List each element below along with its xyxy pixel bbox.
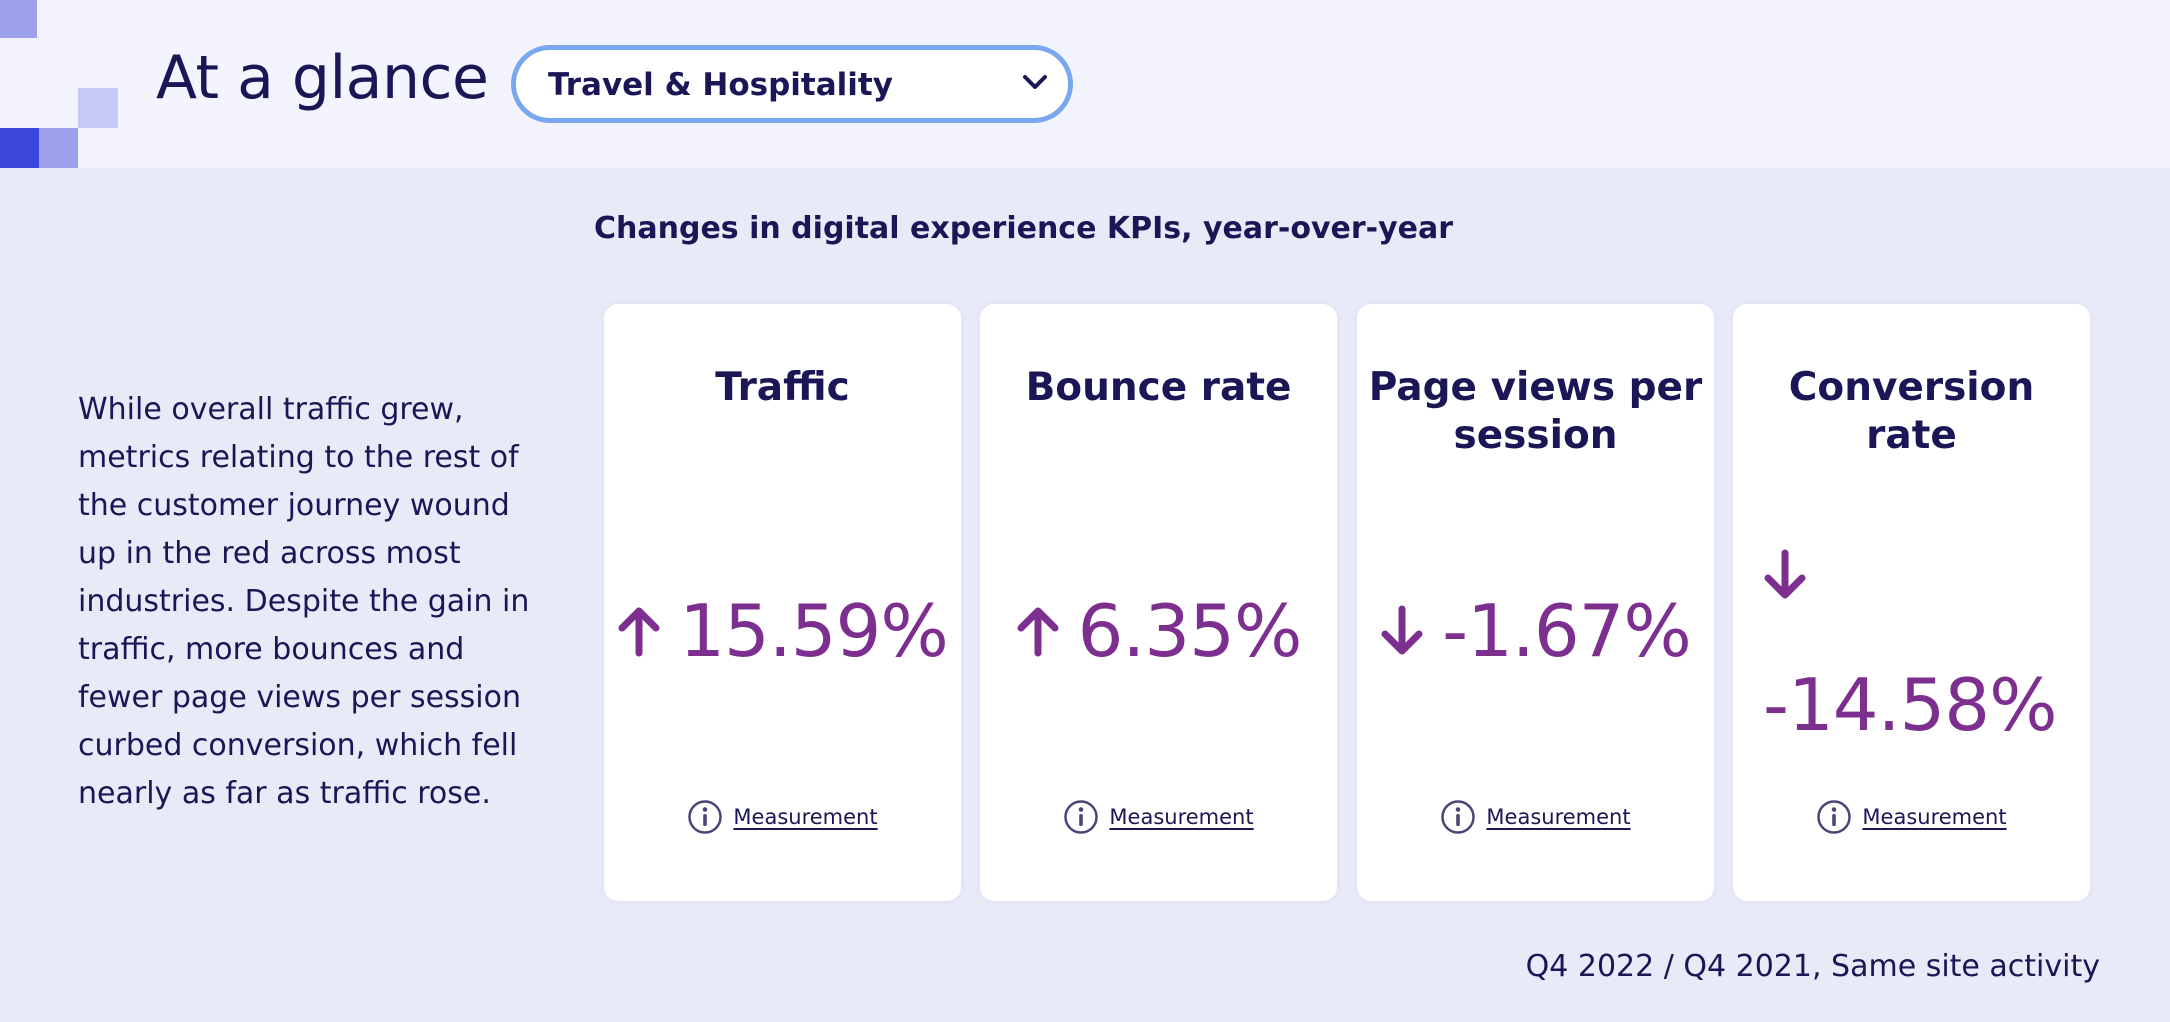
arrow-down-icon [1381,605,1423,655]
chevron-down-icon [1023,75,1047,89]
measurement-link[interactable]: Measurement [604,799,961,835]
section-title: Changes in digital experience KPIs, year… [594,211,1454,246]
kpi-row: -1.67% [1357,589,1714,673]
industry-select-value: Travel & Hospitality [548,67,893,103]
kpi-card-traffic: Traffic 15.59% Measurement [604,304,961,901]
summary-text: While overall traffic grew, metrics rela… [78,392,530,811]
kpi-value: -14.58% [1763,663,2058,747]
arrow-up-icon [1017,607,1059,657]
measurement-link-label[interactable]: Measurement [733,805,878,829]
kpi-row: 6.35% [980,589,1337,673]
info-icon [1441,800,1476,834]
arrow-down-icon [1764,549,1806,599]
card-title: Bounce rate [1025,365,1292,410]
decorative-square [39,128,78,168]
measurement-link[interactable]: Measurement [1357,799,1714,835]
kpi-row: -14.58% [1763,549,2058,747]
decorative-square [78,88,118,128]
measurement-link-label[interactable]: Measurement [1862,805,2007,829]
arrow-up-icon [618,607,660,657]
kpi-card-conversion-rate: Conversion rate -14.58% Measurement [1733,304,2090,901]
page-title: At a glance [156,43,489,113]
decorative-square [0,128,39,168]
info-icon [688,800,723,834]
kpi-value: -1.67% [1442,589,1692,673]
header: At a glance Travel & Hospitality [0,0,2170,168]
measurement-link[interactable]: Measurement [1733,799,2090,835]
kpi-card-bounce-rate: Bounce rate 6.35% Measurement [980,304,1337,901]
card-title: Page views per session [1368,365,1703,458]
industry-select[interactable]: Travel & Hospitality [511,45,1073,123]
info-icon [1064,800,1099,834]
measurement-link-label[interactable]: Measurement [1486,805,1631,829]
card-title: Conversion rate [1788,365,2035,458]
footnote: Q4 2022 / Q4 2021, Same site activity [1525,949,2100,984]
decorative-square [0,0,37,38]
measurement-link[interactable]: Measurement [980,799,1337,835]
measurement-link-label[interactable]: Measurement [1109,805,1254,829]
kpi-value: 6.35% [1077,589,1303,673]
card-title: Traffic [715,365,850,410]
kpi-value: 15.59% [679,589,949,673]
kpi-row: 15.59% [604,589,961,673]
kpi-card-page-views-per-session: Page views per session -1.67% Measuremen… [1357,304,1714,901]
info-icon [1817,800,1852,834]
